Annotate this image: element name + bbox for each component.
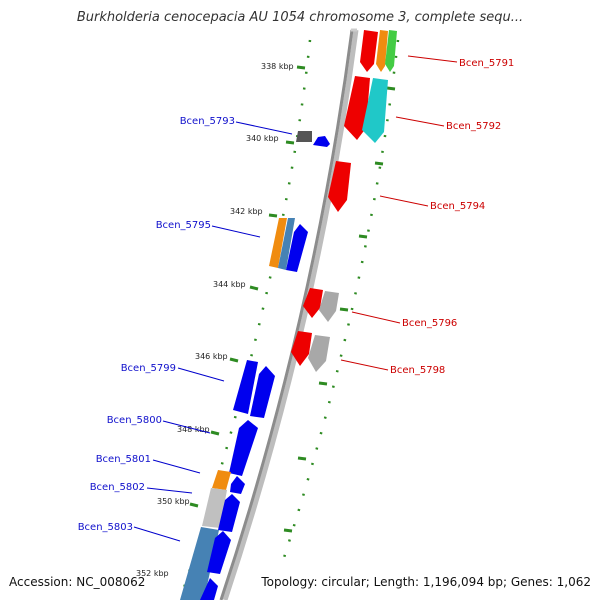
backbone	[219, 29, 354, 600]
gene-arrow	[207, 531, 231, 574]
ruler-label: 352 kbp	[136, 569, 169, 578]
gene-arrow	[229, 420, 258, 476]
gene-arrow	[296, 131, 312, 142]
accession-text: Accession: NC_008062	[9, 575, 146, 589]
gene-arrow	[303, 288, 323, 318]
gene-label-forward: Bcen_5803	[78, 522, 133, 533]
ruler-label: 342 kbp	[230, 207, 263, 216]
gene-arrow	[308, 335, 330, 372]
ruler-label: 348 kbp	[177, 425, 210, 434]
gene-label-forward: Bcen_5793	[180, 116, 235, 127]
reverse-strand-features	[291, 30, 397, 372]
ruler-label: 350 kbp	[157, 497, 190, 506]
gene-arrow	[180, 527, 219, 600]
gene-arrow	[200, 578, 218, 600]
gene-label-forward: Bcen_5802	[90, 482, 145, 493]
gene-label-reverse: Bcen_5792	[446, 121, 501, 132]
gene-arrow	[202, 488, 227, 528]
gene-arrow	[286, 224, 308, 272]
gene-arrow	[313, 136, 330, 147]
map-title: Burkholderia cenocepacia AU 1054 chromos…	[76, 10, 524, 25]
ruler-label: 340 kbp	[246, 134, 279, 143]
gene-arrow	[360, 30, 378, 72]
callout-lines	[133, 55, 458, 542]
ruler-label: 344 kbp	[213, 280, 246, 289]
gene-arrow	[291, 331, 312, 366]
gene-arrow	[230, 476, 245, 494]
forward-strand-features	[180, 131, 330, 600]
gene-label-reverse: Bcen_5798	[390, 365, 445, 376]
ruler-label: 338 kbp	[261, 62, 294, 71]
gene-label-forward: Bcen_5799	[121, 363, 176, 374]
gene-arrow	[218, 494, 240, 532]
gene-arrow	[376, 30, 388, 72]
gene-arrow	[328, 161, 351, 212]
major-ticks	[189, 65, 396, 533]
gene-arrow	[319, 291, 339, 322]
gene-label-forward: Bcen_5801	[96, 454, 151, 465]
gene-label-reverse: Bcen_5791	[459, 58, 514, 69]
gene-arrow	[385, 30, 397, 72]
gene-arrow	[212, 470, 231, 490]
gene-label-forward: Bcen_5795	[156, 220, 211, 231]
gene-label-reverse: Bcen_5794	[430, 201, 485, 212]
topology-summary: Topology: circular; Length: 1,196,094 bp…	[261, 575, 591, 589]
inner-ruler-track	[278, 39, 400, 571]
gene-arrow	[362, 78, 388, 143]
ruler-label: 346 kbp	[195, 352, 228, 361]
gene-arrow	[250, 366, 275, 418]
gene-arrow	[278, 218, 295, 270]
gene-arrow	[269, 218, 287, 268]
gene-label-reverse: Bcen_5796	[402, 318, 457, 329]
gene-arrow	[233, 360, 258, 414]
gene-label-forward: Bcen_5800	[107, 415, 162, 426]
backbone-shadow	[222, 29, 359, 600]
